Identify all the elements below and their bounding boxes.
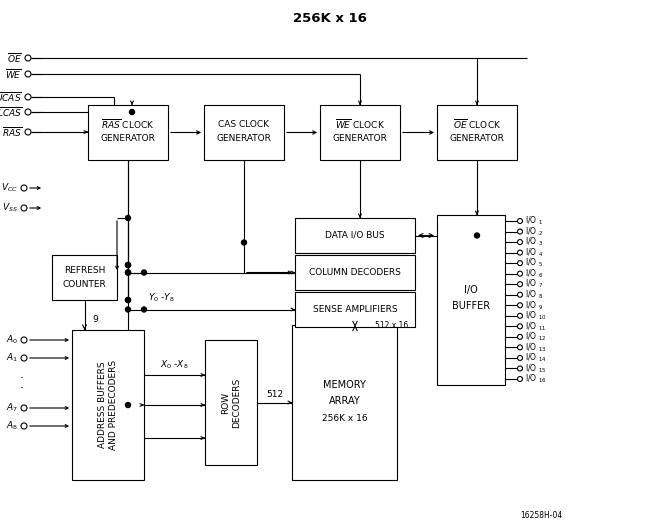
- Circle shape: [141, 270, 147, 275]
- Text: $V_{SS}$: $V_{SS}$: [2, 202, 18, 214]
- Bar: [52, 255, 117, 300]
- Circle shape: [126, 215, 130, 220]
- Text: BUFFER: BUFFER: [452, 301, 490, 311]
- Text: 256K x 16: 256K x 16: [322, 414, 368, 423]
- Circle shape: [126, 403, 130, 408]
- Text: 16258H-04: 16258H-04: [520, 511, 563, 520]
- Text: I/O $_{15}$: I/O $_{15}$: [525, 362, 547, 375]
- Text: GENERATOR: GENERATOR: [100, 134, 155, 143]
- Text: COLUMN DECODERS: COLUMN DECODERS: [309, 268, 401, 277]
- Text: $A_0$: $A_0$: [6, 334, 18, 346]
- Circle shape: [241, 240, 247, 245]
- Text: .: .: [20, 378, 24, 390]
- Text: I/O $_{14}$: I/O $_{14}$: [525, 352, 547, 364]
- Text: 256K x 16: 256K x 16: [293, 12, 367, 24]
- Circle shape: [126, 297, 130, 303]
- Text: I/O $_{8}$: I/O $_{8}$: [525, 288, 543, 301]
- Text: MEMORY: MEMORY: [323, 379, 366, 389]
- Text: .: .: [20, 368, 24, 380]
- Text: 9: 9: [93, 315, 98, 325]
- Text: I/O $_{7}$: I/O $_{7}$: [525, 278, 543, 290]
- Text: $V_{CC}$: $V_{CC}$: [1, 182, 18, 194]
- Text: I/O $_{6}$: I/O $_{6}$: [525, 268, 543, 280]
- Text: $Y_0$ -$Y_8$: $Y_0$ -$Y_8$: [148, 291, 175, 304]
- Bar: [295, 292, 415, 327]
- Bar: [88, 105, 168, 160]
- Text: I/O $_{1}$: I/O $_{1}$: [525, 215, 543, 227]
- Text: ARRAY: ARRAY: [329, 395, 360, 405]
- Text: SENSE AMPLIFIERS: SENSE AMPLIFIERS: [313, 305, 397, 314]
- Text: GENERATOR: GENERATOR: [449, 134, 504, 143]
- Circle shape: [126, 307, 130, 312]
- Circle shape: [126, 262, 130, 268]
- Bar: [320, 105, 400, 160]
- Circle shape: [126, 262, 130, 268]
- Text: 512: 512: [266, 390, 283, 399]
- Text: I/O $_{3}$: I/O $_{3}$: [525, 236, 543, 248]
- Circle shape: [126, 297, 130, 303]
- Text: ADDRESS BUFFERS
AND PREDECODERS: ADDRESS BUFFERS AND PREDECODERS: [98, 360, 118, 450]
- Bar: [292, 325, 397, 480]
- Text: I/O $_{9}$: I/O $_{9}$: [525, 299, 543, 312]
- Text: I/O $_{2}$: I/O $_{2}$: [525, 225, 543, 238]
- Text: REFRESH: REFRESH: [64, 266, 105, 275]
- Circle shape: [475, 233, 479, 238]
- Text: I/O $_{12}$: I/O $_{12}$: [525, 330, 547, 343]
- Circle shape: [126, 270, 130, 275]
- Text: I/O $_{5}$: I/O $_{5}$: [525, 257, 543, 269]
- Text: I/O $_{16}$: I/O $_{16}$: [525, 373, 547, 385]
- Bar: [437, 215, 505, 385]
- Text: $X_0$ -$X_8$: $X_0$ -$X_8$: [160, 359, 189, 371]
- Text: GENERATOR: GENERATOR: [332, 134, 387, 143]
- Bar: [437, 105, 517, 160]
- Text: I/O $_{13}$: I/O $_{13}$: [525, 341, 547, 354]
- Text: $\overline{RAS}$ CLOCK: $\overline{RAS}$ CLOCK: [101, 118, 155, 131]
- Bar: [295, 255, 415, 290]
- Text: $\overline{RAS}$: $\overline{RAS}$: [2, 125, 22, 139]
- Text: GENERATOR: GENERATOR: [217, 134, 272, 143]
- Circle shape: [126, 270, 130, 275]
- Text: $\overline{OE}$: $\overline{OE}$: [7, 51, 22, 65]
- Text: I/O $_{4}$: I/O $_{4}$: [525, 246, 543, 259]
- Text: $\overline{LCAS}$: $\overline{LCAS}$: [0, 105, 22, 119]
- Text: 512 x 16: 512 x 16: [375, 321, 408, 330]
- Circle shape: [141, 307, 147, 312]
- Text: CAS CLOCK: CAS CLOCK: [219, 120, 270, 129]
- Text: $A_8$: $A_8$: [6, 420, 18, 432]
- Bar: [205, 340, 257, 465]
- Text: $A_7$: $A_7$: [6, 402, 18, 414]
- Text: $A_1$: $A_1$: [6, 352, 18, 364]
- Text: $\overline{OE}$ CLOCK: $\overline{OE}$ CLOCK: [453, 118, 501, 131]
- Text: COUNTER: COUNTER: [63, 280, 106, 289]
- Bar: [72, 330, 144, 480]
- Text: $\overline{UCAS}$: $\overline{UCAS}$: [0, 90, 22, 104]
- Bar: [295, 218, 415, 253]
- Text: DATA I/O BUS: DATA I/O BUS: [325, 231, 385, 240]
- Text: I/O $_{10}$: I/O $_{10}$: [525, 310, 547, 322]
- Bar: [204, 105, 284, 160]
- Text: I/O $_{11}$: I/O $_{11}$: [525, 320, 547, 332]
- Text: $\overline{WE}$ CLOCK: $\overline{WE}$ CLOCK: [335, 118, 385, 131]
- Circle shape: [130, 110, 134, 114]
- Text: ROW
DECODERS: ROW DECODERS: [221, 377, 241, 428]
- Text: I/O: I/O: [464, 285, 478, 295]
- Text: $\overline{WE}$: $\overline{WE}$: [5, 67, 22, 81]
